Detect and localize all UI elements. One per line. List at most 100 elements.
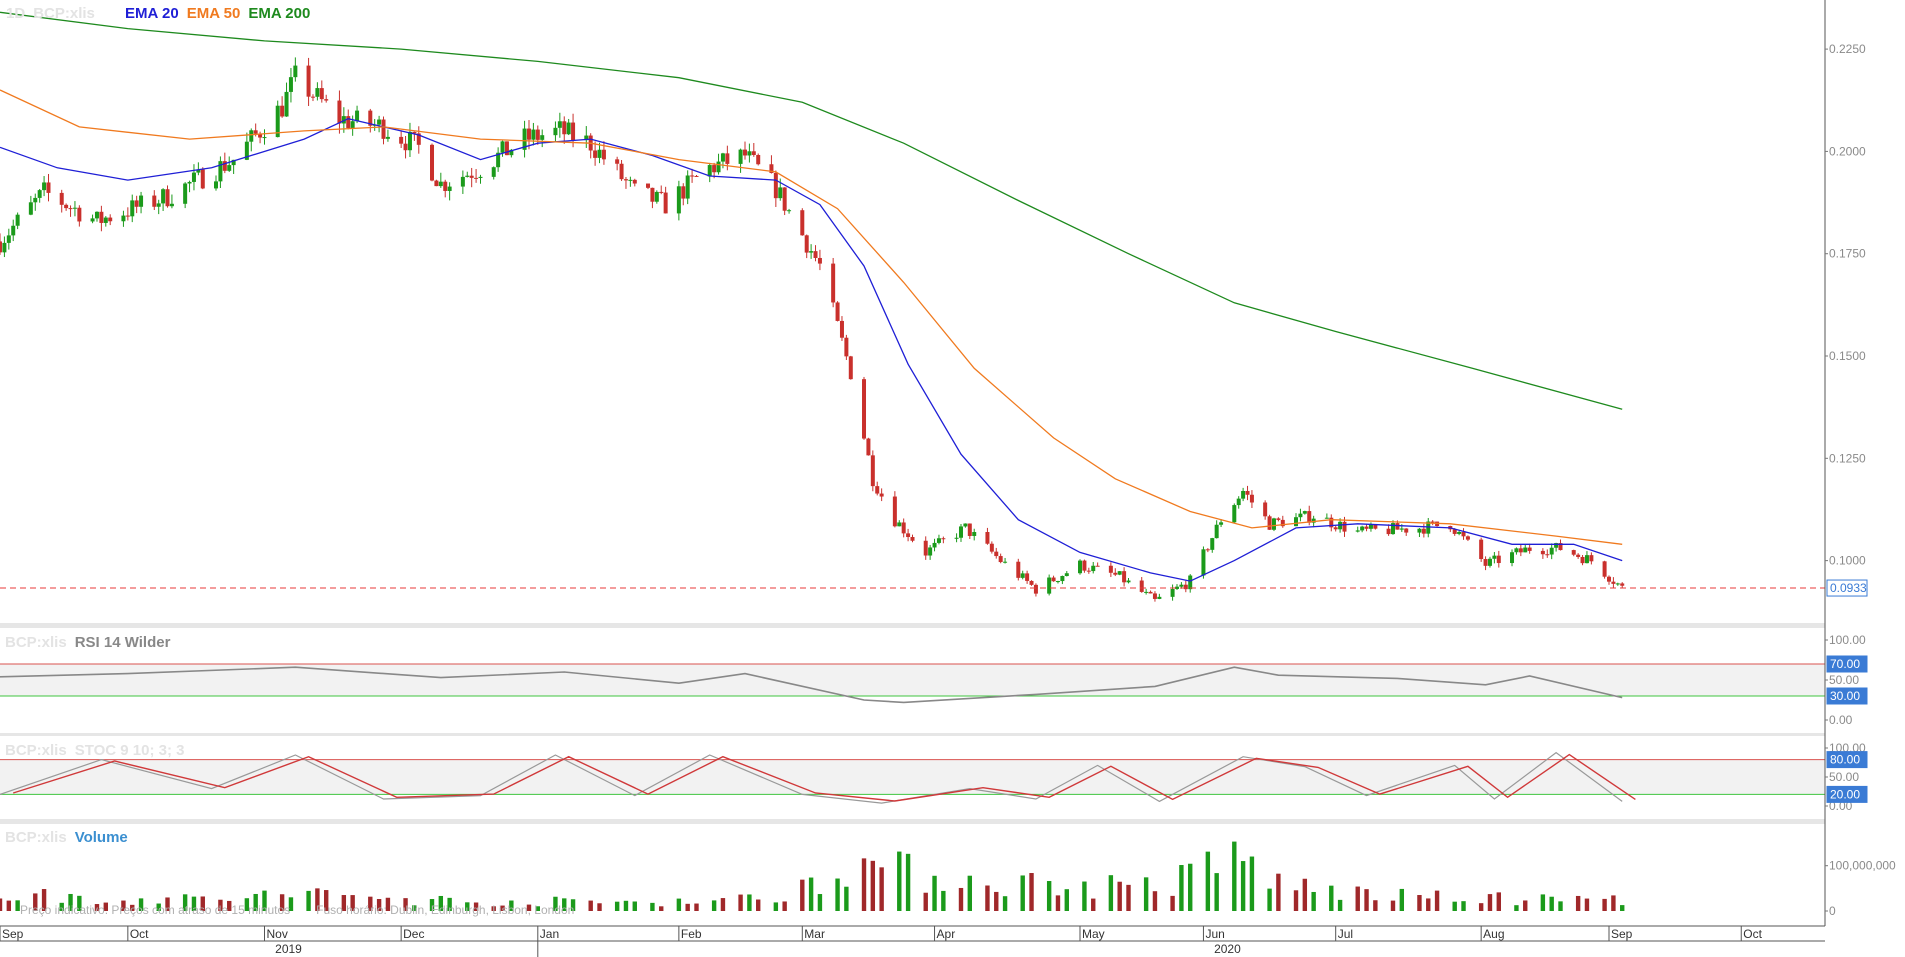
volume-bar-108 xyxy=(659,906,664,911)
volume-bar-138 xyxy=(844,886,849,911)
candle-body-160 xyxy=(985,532,990,544)
volume-bar-130 xyxy=(800,879,805,911)
volume-bar-24 xyxy=(138,898,144,911)
volume-bar-66 xyxy=(403,898,408,911)
year-label-0: 2019 xyxy=(275,942,302,956)
volume-bar-10 xyxy=(59,902,64,911)
volume-bar-246 xyxy=(1514,905,1519,911)
candle-body-125 xyxy=(769,164,774,173)
candle-body-137 xyxy=(839,320,844,338)
volume-bar-98 xyxy=(597,903,602,911)
candle-body-53 xyxy=(319,88,324,100)
candle-body-74 xyxy=(447,186,452,191)
volume-bar-54 xyxy=(324,890,329,911)
candle-body-257 xyxy=(1580,556,1585,564)
candle-body-162 xyxy=(994,551,999,557)
price-tick-label-2: 0.1750 xyxy=(1829,247,1866,261)
candle-body-104 xyxy=(632,179,637,184)
panel-separator-0 xyxy=(0,623,1825,628)
candle-body-73 xyxy=(443,181,448,191)
ema20-label[interactable]: EMA 20 xyxy=(125,5,179,22)
volume-bar-148 xyxy=(905,853,911,911)
volume-bar-40 xyxy=(244,898,250,911)
candles xyxy=(0,57,1625,602)
candle-body-19 xyxy=(108,217,113,222)
volume-bar-84 xyxy=(509,900,514,911)
candle-body-139 xyxy=(848,356,853,380)
candle-body-155 xyxy=(954,537,959,539)
candle-body-11 xyxy=(64,204,69,209)
month-label-11: Aug xyxy=(1483,927,1504,941)
candle-body-199 xyxy=(1219,522,1224,525)
candle-body-219 xyxy=(1342,521,1347,532)
candle-body-154 xyxy=(941,538,946,540)
volume-bar-146 xyxy=(897,851,902,911)
candle-body-42 xyxy=(253,130,258,134)
volume-bar-16 xyxy=(94,904,100,911)
panel-separator-2 xyxy=(0,819,1825,824)
candle-body-48 xyxy=(288,77,293,92)
volume-bar-166 xyxy=(1020,875,1025,911)
candle-body-51 xyxy=(310,96,315,98)
candle-body-220 xyxy=(1355,530,1360,532)
candle-body-3 xyxy=(11,225,16,236)
volume-bar-30 xyxy=(182,894,188,911)
rsi-tick-label-2: 0.00 xyxy=(1829,713,1853,727)
candle-body-98 xyxy=(597,149,602,158)
ema200-label[interactable]: EMA 200 xyxy=(248,5,311,22)
volume-bar-62 xyxy=(376,899,382,911)
candle-body-176 xyxy=(1082,560,1087,571)
candle-body-114 xyxy=(694,175,699,177)
stoch-band-badge-0: 80.00 xyxy=(1830,753,1860,767)
volume-bar-228 xyxy=(1399,888,1405,911)
candle-body-212 xyxy=(1302,511,1307,514)
candle-body-138 xyxy=(844,337,849,357)
volume-bar-258 xyxy=(1584,898,1590,911)
stoch-title[interactable]: STOC 9 10; 3; 3 xyxy=(74,742,185,759)
candle-body-106 xyxy=(650,187,655,202)
candle-body-237 xyxy=(1457,532,1462,534)
candle-body-20 xyxy=(121,215,126,222)
candle-body-175 xyxy=(1078,560,1083,574)
candle-body-229 xyxy=(1404,528,1409,533)
candle-body-203 xyxy=(1245,490,1250,495)
volume-bar-18 xyxy=(103,902,108,911)
candle-body-63 xyxy=(381,119,386,139)
volume-bar-72 xyxy=(438,895,444,911)
candle-body-133 xyxy=(813,251,818,258)
volume-bar-20 xyxy=(121,900,126,911)
candle-body-245 xyxy=(1510,552,1515,564)
volume-title[interactable]: Volume xyxy=(74,829,128,846)
candle-body-130 xyxy=(800,210,805,236)
candle-body-167 xyxy=(1025,573,1030,581)
volume-bar-124 xyxy=(756,899,761,911)
rsi-band-fill xyxy=(0,664,1825,696)
candle-body-100 xyxy=(615,159,620,164)
candle-body-12 xyxy=(68,208,73,210)
candle-body-191 xyxy=(1174,586,1179,589)
candle-body-83 xyxy=(504,141,509,156)
volume-bar-136 xyxy=(835,878,840,911)
candle-body-250 xyxy=(1540,550,1545,555)
candle-body-91 xyxy=(557,121,562,128)
rsi-title[interactable]: RSI 14 Wilder xyxy=(74,634,171,651)
candle-body-119 xyxy=(725,153,730,164)
volume-bar-2 xyxy=(6,900,12,911)
candle-body-50 xyxy=(306,65,311,97)
candle-body-259 xyxy=(1589,555,1594,562)
volume-bar-50 xyxy=(306,890,311,911)
candle-body-65 xyxy=(399,136,404,144)
candle-body-244 xyxy=(1496,555,1501,564)
candle-body-121 xyxy=(742,149,747,156)
volume-bar-60 xyxy=(368,896,373,911)
candle-body-67 xyxy=(407,131,412,151)
timezone-text: Fuso horário: Dublin, Edinburgh, Lisbon,… xyxy=(316,903,575,917)
candle-body-224 xyxy=(1373,524,1378,529)
candle-body-32 xyxy=(191,172,196,182)
volume-bar-58 xyxy=(350,895,355,911)
candle-body-107 xyxy=(654,191,659,202)
ema50-label[interactable]: EMA 50 xyxy=(186,5,241,22)
candle-body-90 xyxy=(553,127,558,136)
candle-body-24 xyxy=(139,195,144,207)
